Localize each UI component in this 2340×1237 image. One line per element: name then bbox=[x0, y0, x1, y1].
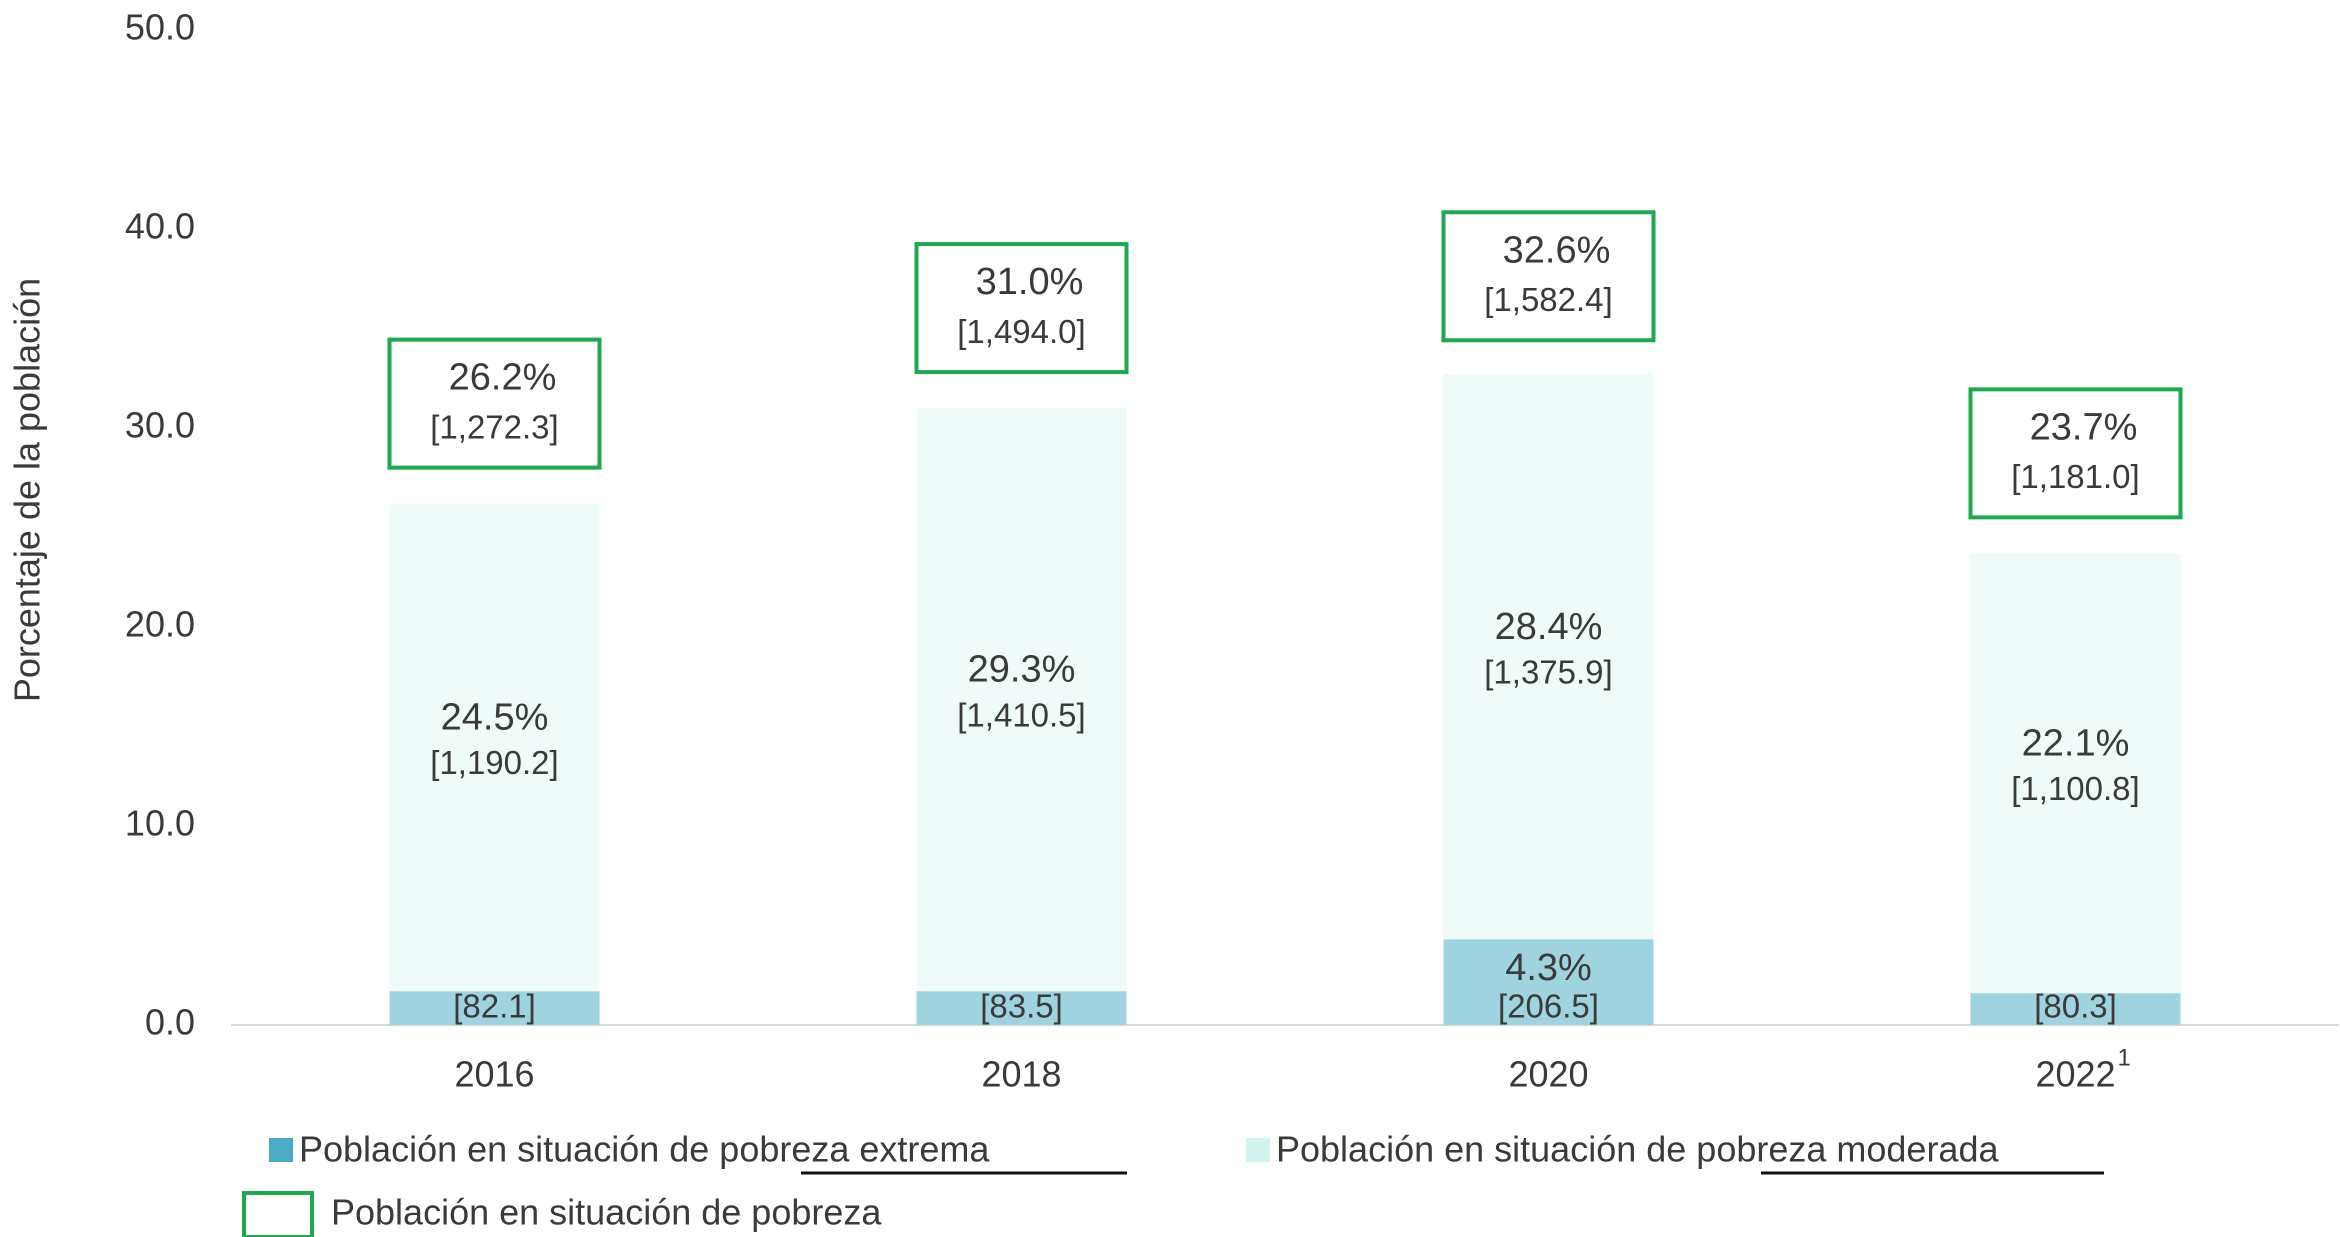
bar-segment bbox=[1970, 553, 2181, 994]
value-label: 29.3% bbox=[968, 649, 1076, 691]
total-box bbox=[1441, 210, 1656, 343]
legend-swatch bbox=[269, 1138, 293, 1162]
bar-segment bbox=[1443, 374, 1654, 940]
count-label: [82.1] bbox=[453, 988, 536, 1025]
legend-swatch bbox=[1246, 1138, 1270, 1162]
y-tick-label: 20.0 bbox=[125, 604, 195, 645]
count-label: [83.5] bbox=[980, 988, 1063, 1025]
count-label: [1,100.8] bbox=[2011, 770, 2139, 807]
total-count: [1,181.0] bbox=[2011, 458, 2139, 495]
y-tick-label: 30.0 bbox=[125, 405, 195, 446]
count-label: [1,190.2] bbox=[430, 744, 558, 781]
total-box bbox=[914, 242, 1129, 375]
y-axis-label: Porcentaje de la población bbox=[7, 278, 48, 702]
total-label: 32.6% bbox=[1503, 229, 1611, 271]
count-label: [80.3] bbox=[2034, 988, 2117, 1025]
legend-label: Población en situación de pobreza modera… bbox=[1276, 1129, 1999, 1170]
value-label: 28.4% bbox=[1495, 606, 1603, 648]
value-label: 22.1% bbox=[2022, 722, 2130, 764]
total-label: 23.7% bbox=[2030, 406, 2138, 448]
total-count: [1,272.3] bbox=[430, 408, 558, 445]
total-label: 26.2% bbox=[449, 357, 557, 399]
count-label: [1,375.9] bbox=[1484, 654, 1612, 691]
total-label: 31.0% bbox=[976, 261, 1084, 303]
bar-segment bbox=[1970, 993, 2181, 1025]
legend-label: Población en situación de pobreza extrem… bbox=[299, 1129, 990, 1170]
count-label: [206.5] bbox=[1498, 988, 1599, 1025]
total-box bbox=[1968, 387, 2183, 520]
bar-segment bbox=[916, 991, 1127, 1025]
count-label: [1,410.5] bbox=[957, 696, 1085, 733]
x-tick-superscript: 1 bbox=[2118, 1044, 2131, 1071]
y-tick-label: 40.0 bbox=[125, 206, 195, 247]
x-tick-label: 2018 bbox=[981, 1054, 1061, 1095]
bar-segment bbox=[389, 503, 600, 992]
bar-segment bbox=[916, 408, 1127, 992]
y-tick-label: 0.0 bbox=[145, 1002, 195, 1043]
bar-segment bbox=[389, 991, 600, 1025]
total-count: [1,582.4] bbox=[1484, 281, 1612, 318]
y-tick-label: 50.0 bbox=[125, 7, 195, 48]
legend-swatch bbox=[242, 1191, 314, 1237]
y-tick-label: 10.0 bbox=[125, 803, 195, 844]
x-tick-label: 2022 bbox=[2035, 1054, 2115, 1095]
x-tick-label: 2020 bbox=[1508, 1054, 1588, 1095]
value-label: 24.5% bbox=[441, 696, 549, 738]
legend-label: Población en situación de pobreza bbox=[331, 1192, 882, 1233]
bar-segment bbox=[1443, 939, 1654, 1025]
total-box bbox=[387, 337, 602, 470]
value-label: 4.3% bbox=[1505, 947, 1592, 989]
x-tick-label: 2016 bbox=[454, 1054, 534, 1095]
total-count: [1,494.0] bbox=[957, 313, 1085, 350]
